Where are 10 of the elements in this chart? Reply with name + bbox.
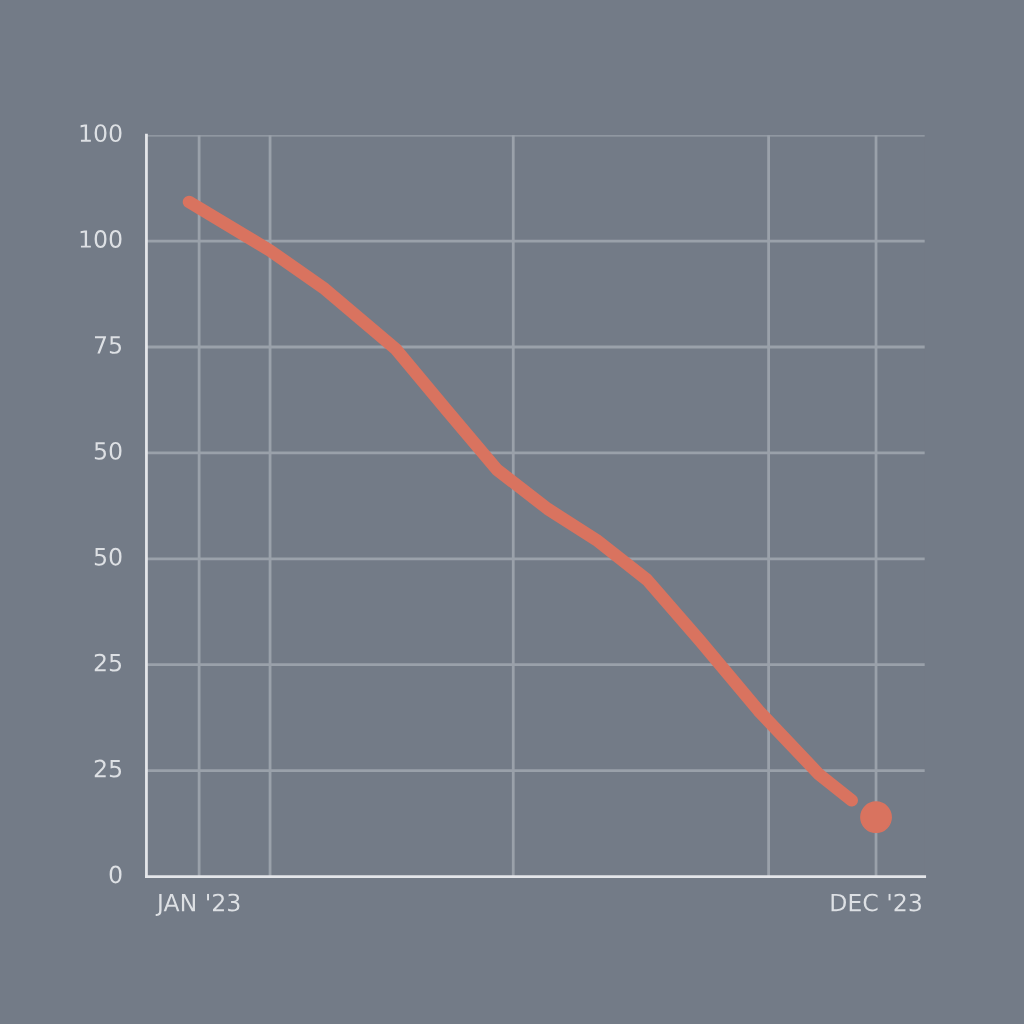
- text: 100: [80, 230, 122, 248]
- x-tick-label: JAN '23: [155, 893, 240, 916]
- text: 100: [80, 124, 122, 143]
- text: 50: [94, 441, 122, 460]
- text: 50: [94, 547, 122, 566]
- text: 25: [94, 759, 122, 778]
- text: 0: [109, 865, 122, 884]
- text: 25: [94, 653, 122, 672]
- x-tick-label: DEC '23: [831, 893, 921, 912]
- text: 75: [94, 336, 122, 354]
